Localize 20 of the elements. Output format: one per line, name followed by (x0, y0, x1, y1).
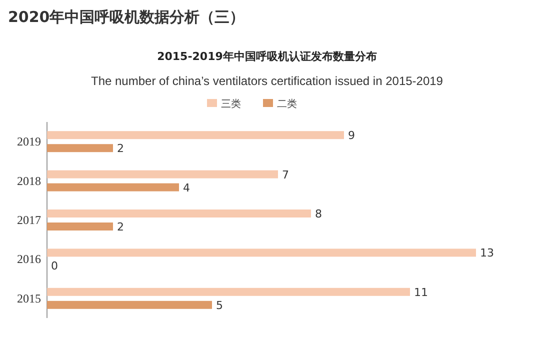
category-label: 2015 (17, 291, 41, 306)
title: 2015-2019年中国呼吸机认证发布数量分布 (157, 50, 377, 63)
legend-label: 二类 (277, 98, 297, 110)
data-label: 13 (480, 246, 494, 260)
data-label: 5 (216, 298, 223, 312)
annotation: 2020年中国呼吸机数据分析（三） (8, 8, 245, 26)
data-label: 8 (315, 208, 322, 220)
category-label: 2016 (17, 252, 41, 266)
legend-label: 三类 (221, 98, 241, 110)
data-label: 0 (51, 260, 58, 273)
category-label: 2018 (17, 174, 41, 188)
data-label: 2 (117, 142, 124, 156)
data-label: 2 (117, 220, 124, 234)
category-label: 2019 (17, 134, 41, 149)
data-label: 4 (183, 181, 190, 194)
data-label: 9 (348, 129, 355, 142)
data-label: 7 (282, 168, 289, 182)
subtitle: The number of china’s ventilators certification issued in 2015-2019 (91, 74, 443, 88)
data-label: 11 (414, 286, 428, 299)
category-label: 2017 (17, 213, 41, 227)
